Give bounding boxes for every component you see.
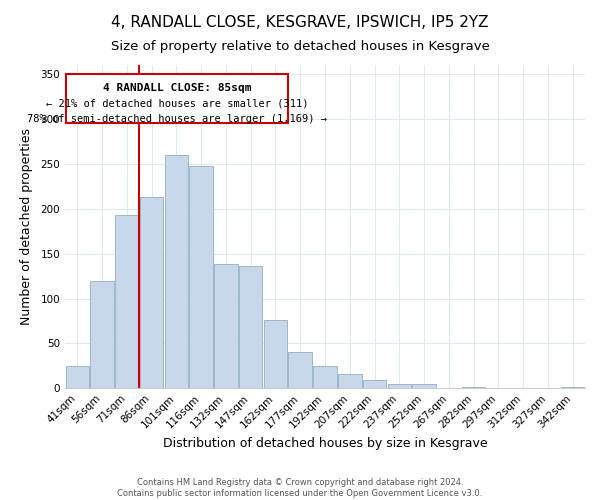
Bar xyxy=(239,266,262,388)
Text: Contains HM Land Registry data © Crown copyright and database right 2024.
Contai: Contains HM Land Registry data © Crown c… xyxy=(118,478,482,498)
Bar xyxy=(91,280,114,388)
Bar xyxy=(289,352,312,388)
Text: Size of property relative to detached houses in Kesgrave: Size of property relative to detached ho… xyxy=(110,40,490,53)
X-axis label: Distribution of detached houses by size in Kesgrave: Distribution of detached houses by size … xyxy=(163,437,487,450)
Bar xyxy=(140,197,163,388)
Text: 78% of semi-detached houses are larger (1,169) →: 78% of semi-detached houses are larger (… xyxy=(27,114,327,124)
Text: ← 21% of detached houses are smaller (311): ← 21% of detached houses are smaller (31… xyxy=(46,98,308,108)
Bar xyxy=(363,380,386,388)
Bar xyxy=(338,374,362,388)
Bar xyxy=(164,155,188,388)
Bar xyxy=(561,386,584,388)
Bar xyxy=(214,264,238,388)
Text: 4 RANDALL CLOSE: 85sqm: 4 RANDALL CLOSE: 85sqm xyxy=(103,83,251,93)
Bar xyxy=(115,215,139,388)
FancyBboxPatch shape xyxy=(66,74,288,124)
Bar xyxy=(313,366,337,388)
Bar xyxy=(65,366,89,388)
Bar xyxy=(388,384,411,388)
Bar xyxy=(412,384,436,388)
Y-axis label: Number of detached properties: Number of detached properties xyxy=(20,128,34,325)
Bar xyxy=(264,320,287,388)
Text: 4, RANDALL CLOSE, KESGRAVE, IPSWICH, IP5 2YZ: 4, RANDALL CLOSE, KESGRAVE, IPSWICH, IP5… xyxy=(111,15,489,30)
Bar xyxy=(462,386,485,388)
Bar xyxy=(190,166,213,388)
